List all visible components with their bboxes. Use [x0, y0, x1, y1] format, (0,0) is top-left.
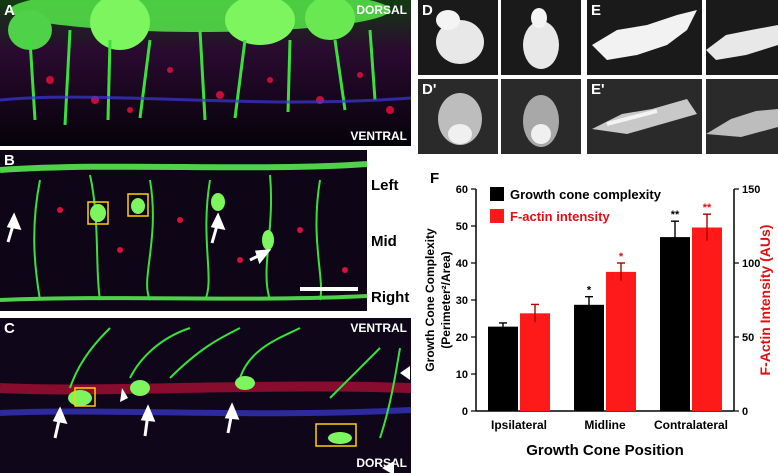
panel-a-ventral-label: VENTRAL: [350, 129, 407, 143]
panel-a-image: [0, 0, 411, 146]
panel-a-dorsal-label: DORSAL: [356, 3, 407, 17]
legend-swatch: [490, 209, 504, 223]
panel-c-dorsal-label: DORSAL: [356, 456, 407, 470]
left-tick-label: 20: [456, 332, 468, 344]
right-tick-label: 0: [742, 406, 748, 418]
panel-b-label: B: [4, 152, 15, 169]
panel-e-prime-label: E': [591, 81, 605, 98]
x-axis-title: Growth Cone Position: [526, 442, 684, 459]
panel-a-label: A: [4, 2, 15, 19]
legend-label: F-actin intensity: [510, 209, 610, 224]
panel-e-micrograph: E: [587, 0, 702, 75]
significance-marker: **: [671, 209, 680, 221]
x-tick-label: Ipsilateral: [491, 418, 547, 432]
panel-f-chart: F 0102030405060050100150Ipsilateral**Mid…: [423, 170, 773, 459]
left-tick-label: 10: [456, 369, 468, 381]
panel-e-prime-micrograph-2: [706, 79, 778, 154]
left-tick-label: 30: [456, 295, 468, 307]
legend-label: Growth cone complexity: [510, 187, 662, 202]
panel-d-micrograph-2: [501, 0, 581, 75]
panel-d-prime-label: D': [422, 81, 437, 98]
x-tick-label: Contralateral: [654, 418, 728, 432]
significance-marker: **: [703, 202, 712, 214]
complexity-bar: [660, 237, 690, 411]
panel-e-micrograph-2: [706, 0, 778, 75]
factin-bar: [606, 271, 636, 411]
panel-b-micrograph: B: [0, 150, 367, 311]
panel-a-micrograph: A DORSAL VENTRAL: [0, 0, 411, 146]
panel-f-label: F: [430, 170, 439, 187]
complexity-bar: [488, 326, 518, 411]
panel-c-micrograph: C VENTRAL DORSAL: [0, 318, 411, 473]
panel-d-prime-micrograph-2: [501, 79, 581, 154]
right-tick-label: 50: [742, 332, 754, 344]
right-tick-label: 150: [742, 184, 760, 196]
panel-c-image: [0, 318, 411, 473]
significance-marker: *: [587, 285, 592, 297]
x-tick-label: Midline: [584, 418, 626, 432]
panel-b-right-label: Right: [371, 289, 410, 306]
left-tick-label: 0: [462, 406, 468, 418]
panel-c-ventral-label: VENTRAL: [350, 321, 407, 335]
factin-bar: [692, 227, 722, 411]
left-tick-label: 60: [456, 184, 468, 196]
panel-b-mid-label: Mid: [371, 233, 397, 250]
legend-swatch: [490, 187, 504, 201]
panel-e-label: E: [591, 2, 602, 19]
left-tick-label: 50: [456, 221, 468, 233]
panel-b-image: [0, 150, 367, 311]
panel-d-label: D: [422, 2, 433, 19]
panel-b-left-label: Left: [371, 177, 399, 194]
left-axis-title-line2: (Perimeter²/Area): [439, 251, 453, 348]
panel-c-label: C: [4, 320, 15, 337]
panel-d-prime-micrograph: D': [418, 79, 498, 154]
right-axis-title: F-Actin Intensity (AUs): [757, 225, 773, 376]
complexity-bar: [574, 304, 604, 411]
left-tick-label: 40: [456, 258, 468, 270]
factin-bar: [520, 313, 550, 411]
right-tick-label: 100: [742, 258, 760, 270]
panel-d-micrograph: D: [418, 0, 498, 75]
significance-marker: *: [619, 251, 624, 263]
left-axis-title-line1: Growth Cone Complexity: [423, 228, 437, 372]
panel-e-prime-micrograph: E': [587, 79, 702, 154]
